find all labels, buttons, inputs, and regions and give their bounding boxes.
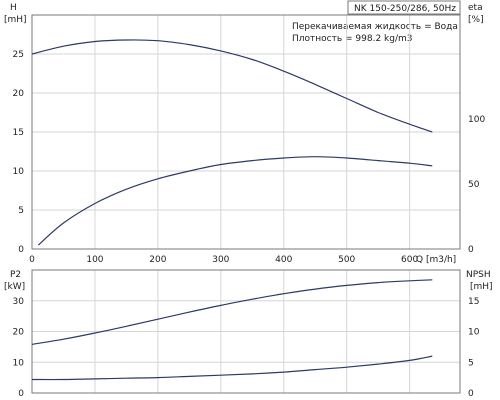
lower-right-tick-label: 10: [468, 328, 480, 338]
lower-left-tick-label: 20: [13, 328, 25, 338]
upper-left-tick-label: 5: [18, 206, 24, 216]
upper-curves: [31, 39, 433, 246]
upper-grid: [32, 15, 460, 249]
upper-ticks: 0 100 200 300 400 500 600 0 5 10 15 20 25 0 50 100: [13, 50, 486, 265]
lower-plot-frame: [31, 269, 461, 394]
x-tick-label: 0: [29, 255, 35, 265]
lower-right-tick-label: 0: [468, 389, 474, 399]
h-axis-title: H: [10, 3, 17, 13]
x-tick-label: 600: [401, 255, 418, 265]
liquid-label: Перекачиваемая жидкость = Вода: [292, 22, 458, 32]
eta-axis-unit: [%]: [468, 15, 484, 25]
upper-plot-frame: [31, 14, 461, 250]
eta-axis-title: eta: [468, 3, 483, 13]
upper-left-tick-label: 15: [13, 128, 24, 138]
x-tick-label: 200: [149, 255, 166, 265]
q-axis-label: Q [m3/h]: [416, 255, 456, 265]
lower-curves: [31, 279, 433, 381]
h-axis-unit: [mH]: [4, 15, 27, 25]
power-npsh-plot: 0 10 20 30 0 5 10 15 P2 [kW] NPSH [mH]: [4, 269, 493, 399]
upper-right-tick-label: 50: [468, 180, 480, 190]
x-tick-label: 100: [86, 255, 103, 265]
lower-left-tick-label: 30: [13, 297, 25, 307]
upper-left-tick-label: 10: [13, 167, 25, 177]
p2-axis-unit: [kW]: [4, 282, 25, 292]
x-tick-label: 400: [275, 255, 292, 265]
upper-left-tick-label: 0: [18, 245, 24, 255]
lower-right-tick-label: 15: [468, 297, 479, 307]
lower-series-line-0: [31, 279, 433, 345]
npsh-axis-title: NPSH: [466, 270, 491, 280]
x-tick-label: 500: [338, 255, 355, 265]
npsh-axis-unit: [mH]: [470, 282, 493, 292]
lower-ticks: 0 10 20 30 0 5 10 15: [13, 297, 480, 399]
upper-left-tick-label: 20: [13, 89, 25, 99]
lower-series-line-1: [31, 355, 433, 381]
upper-right-tick-label: 100: [468, 115, 485, 125]
p2-axis-title: P2: [10, 270, 21, 280]
upper-series-line-1: [37, 156, 433, 246]
density-label: Плотность = 998.2 kg/m3: [292, 34, 413, 44]
model-label: NK 150-250/286, 50Hz: [354, 4, 456, 14]
header-box: NK 150-250/286, 50Hz: [347, 0, 461, 15]
model-box: [347, 0, 461, 15]
upper-series-line-0: [31, 39, 433, 133]
lower-left-tick-label: 10: [13, 358, 25, 368]
lower-left-tick-label: 0: [18, 389, 24, 399]
upper-right-tick-label: 0: [468, 245, 474, 255]
lower-right-tick-label: 5: [468, 358, 474, 368]
upper-left-tick-label: 25: [13, 50, 24, 60]
x-tick-label: 300: [212, 255, 229, 265]
head-efficiency-plot: 0 100 200 300 400 500 600 0 5 10 15 20 25 0 50 100 H [m…: [4, 3, 485, 265]
